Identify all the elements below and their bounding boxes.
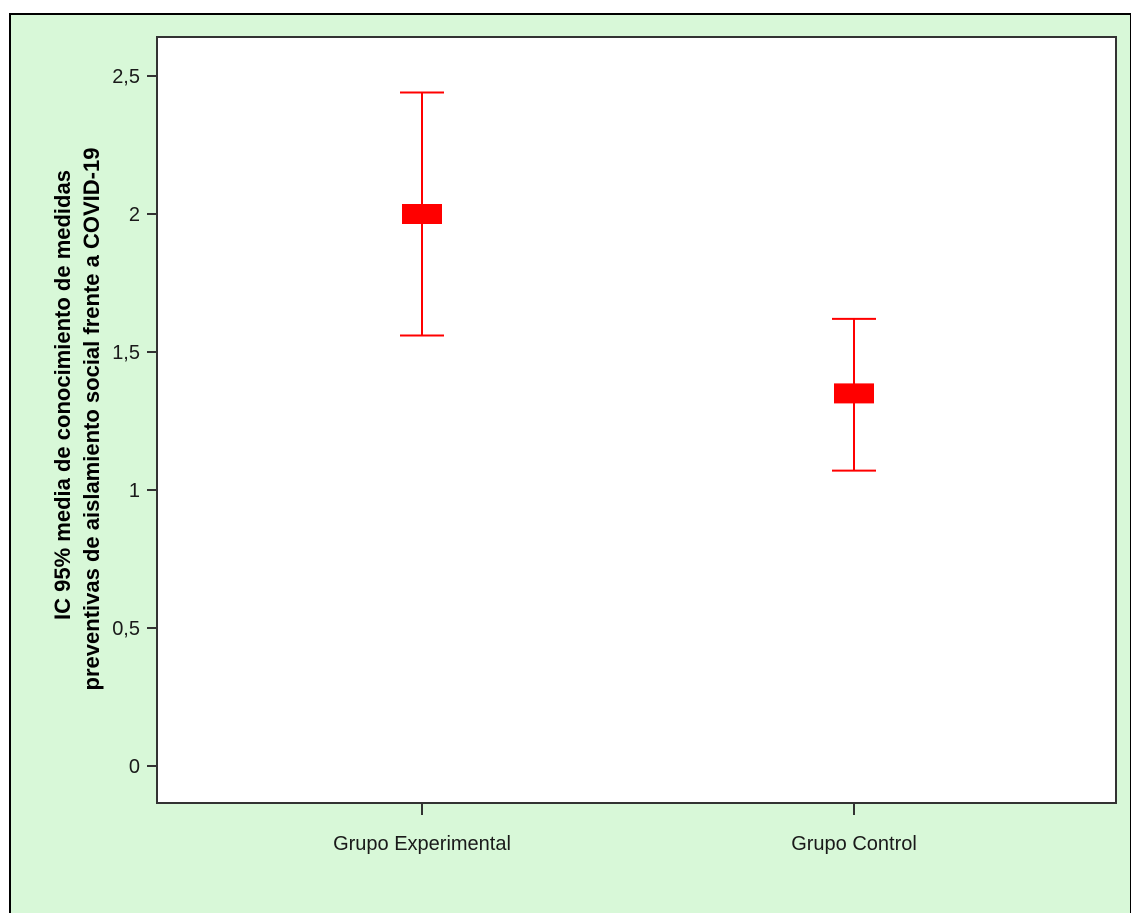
y-tick-label: 1,5 <box>112 342 140 364</box>
y-axis: 0 0,5 1 1,5 2 2,5 <box>112 66 157 778</box>
mean-marker <box>402 204 442 224</box>
y-tick-label: 2,5 <box>112 66 140 88</box>
y-axis-title-line-1: IC 95% media de conocimiento de medidas <box>50 170 75 620</box>
y-tick-label: 2 <box>129 204 140 226</box>
y-tick-label: 0,5 <box>112 618 140 640</box>
x-tick-label: Grupo Control <box>791 833 917 855</box>
y-tick-label: 0 <box>129 756 140 778</box>
plot-area <box>156 36 1117 804</box>
mean-marker <box>834 383 874 404</box>
y-axis-title-line-2: preventivas de aislamiento social frente… <box>79 148 104 691</box>
y-tick-label: 1 <box>129 480 140 502</box>
x-tick-label: Grupo Experimental <box>333 833 511 855</box>
error-bar-series <box>400 91 876 472</box>
x-axis: Grupo Experimental Grupo Control <box>333 803 917 855</box>
